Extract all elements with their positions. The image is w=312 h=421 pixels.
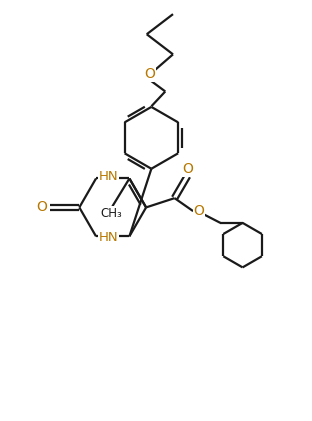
Text: CH₃: CH₃	[100, 207, 122, 220]
Text: O: O	[36, 200, 47, 214]
Text: O: O	[193, 203, 204, 218]
Text: O: O	[183, 162, 194, 176]
Text: HN: HN	[99, 171, 118, 184]
Text: HN: HN	[99, 232, 118, 244]
Text: O: O	[144, 67, 155, 81]
